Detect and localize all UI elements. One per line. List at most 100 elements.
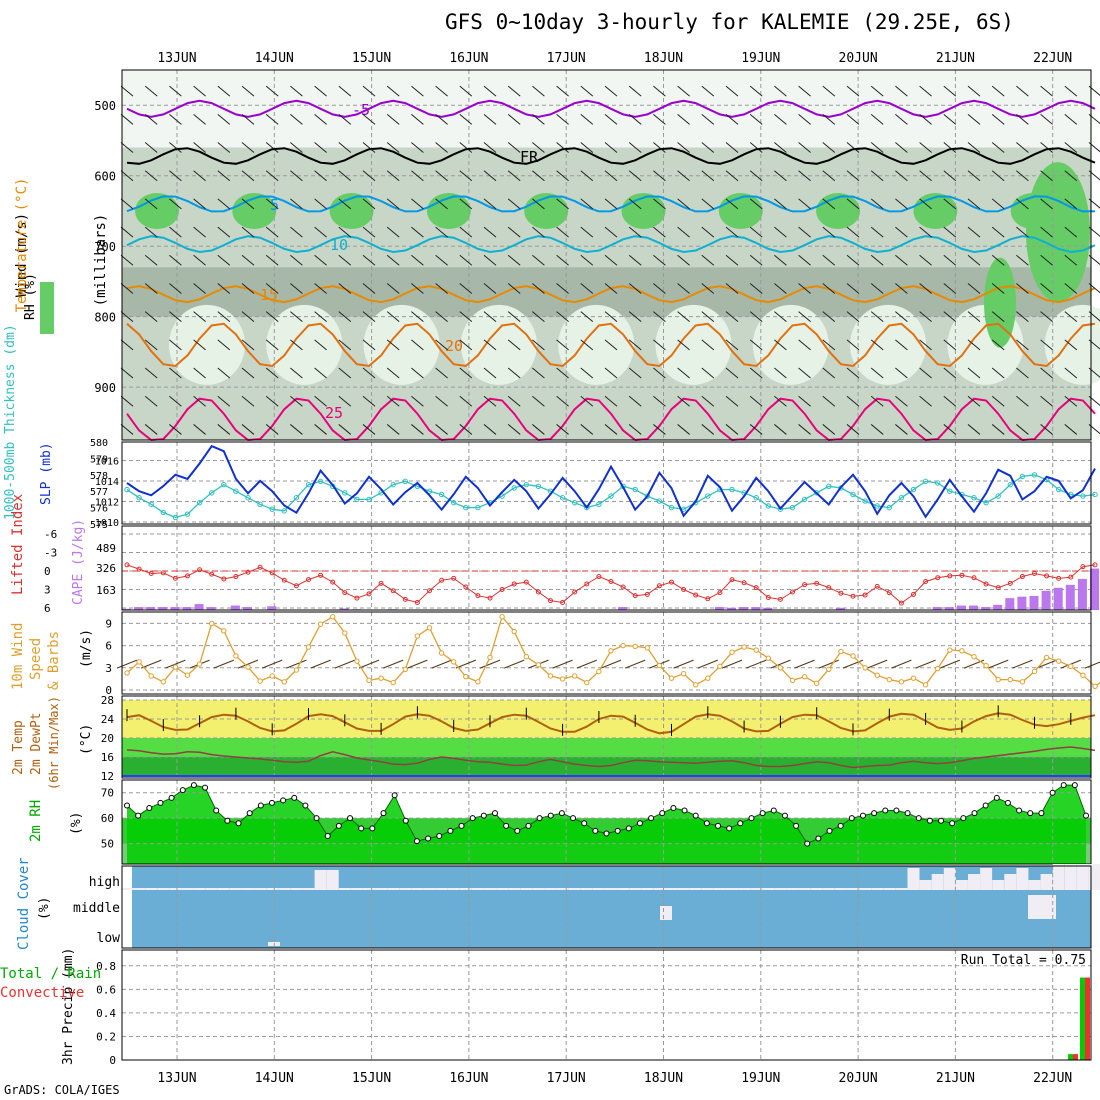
- upper-air-frame: [121, 69, 1092, 441]
- cloud-high-bar: [592, 888, 605, 890]
- label-2m-dewpt: 2m DewPt: [29, 712, 44, 775]
- wind-barb: [386, 367, 400, 379]
- rh2m-point: [636, 820, 643, 827]
- rh2m-point: [837, 822, 844, 829]
- wind-speed-point: [1068, 663, 1074, 670]
- rh2m-point: [224, 817, 231, 824]
- wind-speed-point: [801, 673, 808, 680]
- wind-barb: [967, 85, 981, 97]
- wind-barb: [290, 311, 303, 323]
- wind-barb: [846, 283, 860, 294]
- wind-barb: [532, 85, 545, 97]
- cape-bar: [170, 607, 180, 610]
- wind-barb: [628, 395, 642, 407]
- wind-barb: [435, 85, 448, 97]
- isotherm-label: 10: [330, 236, 348, 254]
- thickness-point: [826, 483, 832, 489]
- temp-tick: 12: [101, 770, 114, 783]
- wind-barb: [386, 283, 400, 294]
- wind-barb: [895, 170, 908, 182]
- wind-barb: [628, 283, 642, 294]
- wind-barb: [967, 424, 981, 435]
- wind-barb: [435, 339, 448, 351]
- thickness-point: [499, 493, 505, 499]
- date-label-bottom: 18JUN: [644, 1071, 683, 1086]
- wind-barb: [144, 226, 158, 238]
- wind-barb: [290, 424, 303, 435]
- lifted-index-point: [935, 575, 941, 581]
- cape-bar: [1065, 584, 1075, 610]
- wind-speed-point: [281, 679, 287, 685]
- wind-speed-point: [330, 614, 336, 620]
- wind-speed-point: [209, 620, 215, 627]
- cape-bar: [146, 607, 156, 610]
- wind-barb: [846, 254, 860, 266]
- wind-barb: [628, 226, 642, 238]
- lifted-index-point: [523, 579, 529, 585]
- wind-speed-point: [451, 659, 457, 665]
- wind-barb: [628, 311, 642, 323]
- lifted-index-point: [378, 580, 384, 586]
- date-label-top: 17JUN: [547, 51, 586, 66]
- thickness-point: [269, 506, 275, 512]
- cloud-high-bar: [532, 888, 545, 890]
- cape-tick: 163: [96, 584, 116, 597]
- stability-frame: [121, 525, 1092, 611]
- wind-barb: [943, 311, 957, 323]
- cloud-high-bar: [411, 888, 424, 890]
- wind-barb: [749, 283, 763, 294]
- cloud-high-bar: [955, 880, 968, 890]
- surface-wind-barb: [504, 659, 525, 669]
- wind-speed-point: [172, 664, 179, 670]
- wind-barb: [507, 424, 521, 435]
- wind-barb: [1040, 311, 1053, 323]
- lifted-index-point: [535, 589, 541, 595]
- rh2m-point: [425, 835, 432, 842]
- rh2m-point: [681, 807, 688, 814]
- wind-barb: [749, 85, 763, 97]
- wind-barb: [290, 283, 303, 294]
- wind-barb: [411, 198, 424, 210]
- wind-barb: [120, 311, 134, 323]
- thickness-point: [451, 499, 457, 506]
- wind-tick: 0: [105, 684, 112, 697]
- wind-tick: 6: [105, 640, 112, 653]
- rh2m-point: [759, 810, 766, 817]
- wind-barb: [991, 226, 1005, 238]
- wind-barb: [217, 339, 231, 351]
- cloud-high-bar: [713, 888, 726, 890]
- wind-barb: [386, 85, 400, 97]
- wind-barb: [943, 198, 957, 210]
- wind-barb: [556, 339, 569, 351]
- wind-barb: [919, 198, 932, 210]
- wind-barb: [677, 311, 690, 323]
- thickness-point: [995, 493, 1001, 499]
- wind-barb: [1016, 170, 1029, 182]
- thickness-point: [862, 498, 868, 504]
- wind-barb: [580, 85, 594, 97]
- wind-barb: [774, 254, 787, 266]
- cloud-high-bar: [738, 888, 751, 890]
- lifted-index-point: [197, 567, 203, 573]
- rh2m-point: [770, 807, 777, 814]
- wind-barb: [459, 85, 473, 97]
- thickness-point: [705, 493, 711, 499]
- cape-bar: [1017, 596, 1027, 610]
- isotherm-FR: [126, 147, 1096, 165]
- rh2m-point: [748, 815, 755, 822]
- cloud-high-bar: [556, 888, 569, 890]
- rh2m-point: [848, 815, 855, 822]
- cape-bar: [981, 607, 991, 610]
- temp-tick: 28: [101, 694, 114, 707]
- wind-barb: [217, 142, 231, 153]
- wind-barb: [265, 395, 279, 407]
- lifted-index-point: [221, 576, 227, 582]
- cape-bar: [956, 605, 966, 610]
- thickness-point: [596, 501, 602, 508]
- wind-barb: [556, 170, 569, 182]
- wind-barb: [193, 339, 206, 351]
- wind-barb: [653, 339, 666, 351]
- thickness-point: [983, 499, 989, 506]
- wind-frame: [121, 611, 1092, 695]
- thickness-point: [172, 514, 179, 521]
